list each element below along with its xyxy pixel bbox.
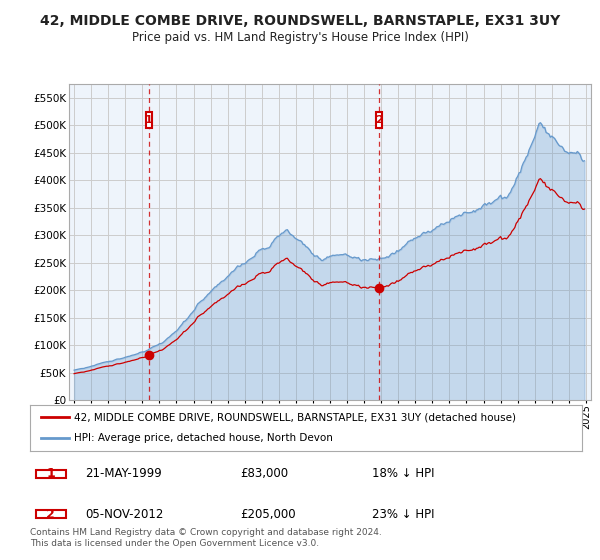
FancyBboxPatch shape <box>376 111 382 128</box>
Text: 42, MIDDLE COMBE DRIVE, ROUNDSWELL, BARNSTAPLE, EX31 3UY (detached house): 42, MIDDLE COMBE DRIVE, ROUNDSWELL, BARN… <box>74 412 516 422</box>
Text: £83,000: £83,000 <box>240 467 288 480</box>
Text: 1: 1 <box>46 467 55 480</box>
Text: 23% ↓ HPI: 23% ↓ HPI <box>372 507 435 521</box>
Text: 2: 2 <box>46 507 55 521</box>
Text: Contains HM Land Registry data © Crown copyright and database right 2024.
This d: Contains HM Land Registry data © Crown c… <box>30 528 382 548</box>
Text: 05-NOV-2012: 05-NOV-2012 <box>85 507 164 521</box>
Text: 2: 2 <box>374 115 382 125</box>
Text: HPI: Average price, detached house, North Devon: HPI: Average price, detached house, Nort… <box>74 433 333 444</box>
FancyBboxPatch shape <box>35 470 66 478</box>
Text: 18% ↓ HPI: 18% ↓ HPI <box>372 467 435 480</box>
FancyBboxPatch shape <box>146 111 152 128</box>
Text: 42, MIDDLE COMBE DRIVE, ROUNDSWELL, BARNSTAPLE, EX31 3UY: 42, MIDDLE COMBE DRIVE, ROUNDSWELL, BARN… <box>40 14 560 28</box>
Text: £205,000: £205,000 <box>240 507 295 521</box>
FancyBboxPatch shape <box>35 510 66 518</box>
Text: 1: 1 <box>145 115 153 125</box>
Text: Price paid vs. HM Land Registry's House Price Index (HPI): Price paid vs. HM Land Registry's House … <box>131 31 469 44</box>
Text: 21-MAY-1999: 21-MAY-1999 <box>85 467 162 480</box>
